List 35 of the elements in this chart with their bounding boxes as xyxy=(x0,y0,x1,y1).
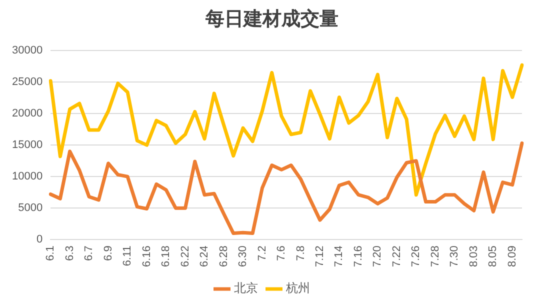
x-tick-label: 7.14 xyxy=(333,246,346,268)
y-tick-label: 15000 xyxy=(12,139,43,152)
x-tick-label: 6.3 xyxy=(64,246,76,261)
y-tick-label: 0 xyxy=(36,234,43,246)
x-tick-label: 7.20 xyxy=(372,246,384,268)
legend-label: 杭州 xyxy=(285,281,310,296)
x-tick-label: 7.28 xyxy=(429,246,442,268)
x-tick-label: 7.12 xyxy=(314,246,326,268)
x-tick-label: 7.2 xyxy=(256,246,268,261)
y-tick-label: 25000 xyxy=(12,76,43,88)
x-tick-label: 7.6 xyxy=(276,246,288,261)
x-tick-label: 6.18 xyxy=(160,246,172,268)
x-tick-label: 6.11 xyxy=(122,246,134,266)
legend-label: 北京 xyxy=(234,281,258,296)
x-tick-label: 7.16 xyxy=(352,246,364,268)
x-tick-label: 6.22 xyxy=(179,246,192,268)
x-tick-label: 6.1 xyxy=(44,246,57,261)
x-tick-label: 8.05 xyxy=(487,246,500,268)
x-tick-label: 8.03 xyxy=(468,246,480,268)
x-tick-label: 7.30 xyxy=(448,246,461,268)
y-tick-label: 20000 xyxy=(12,108,43,120)
x-tick-label: 6.7 xyxy=(83,246,96,261)
x-tick-label: 6.9 xyxy=(102,246,114,261)
y-tick-label: 5000 xyxy=(18,202,43,214)
x-tick-label: 6.28 xyxy=(218,246,230,268)
y-tick-label: 30000 xyxy=(12,44,43,57)
x-tick-label: 7.22 xyxy=(390,246,403,268)
chart-title: 每日建材成交量 xyxy=(204,8,340,32)
x-tick-label: 7.8 xyxy=(294,246,307,261)
y-tick-label: 10000 xyxy=(12,170,43,183)
x-tick-label: 8.09 xyxy=(506,246,518,268)
x-tick-label: 6.24 xyxy=(198,246,211,268)
x-tick-label: 6.30 xyxy=(237,246,250,268)
x-tick-label: 6.16 xyxy=(140,246,153,268)
x-tick-label: 7.26 xyxy=(410,246,422,268)
